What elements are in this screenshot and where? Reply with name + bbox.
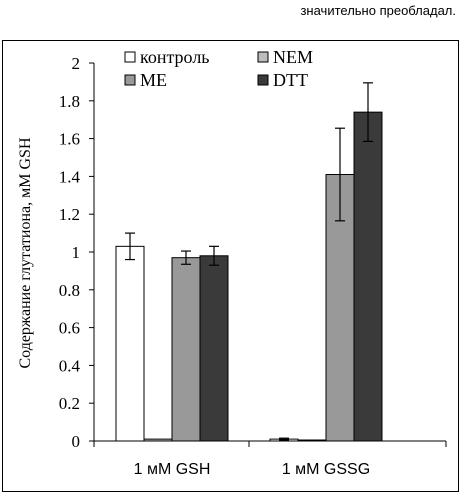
y-tick-label: 0.6 [59, 319, 80, 338]
y-tick-label: 0.2 [59, 394, 80, 413]
legend-swatch [124, 74, 136, 86]
x-tick-label: 1 мМ GSH [134, 461, 211, 478]
y-tick-label: 1 [72, 243, 81, 262]
bar [171, 257, 201, 442]
y-tick-label: 1.6 [59, 130, 80, 149]
legend-swatch [257, 74, 269, 86]
y-tick-label: 2 [72, 54, 81, 73]
bar [353, 111, 383, 442]
y-tick-label: 1.2 [59, 205, 80, 224]
legend-swatch [124, 51, 136, 63]
legend-label: DTT [273, 70, 308, 90]
x-tick-label: 1 мМ GSSG [282, 461, 370, 478]
y-tick-label: 0.4 [59, 356, 81, 375]
y-tick-label: 0 [72, 432, 81, 451]
bar [297, 439, 327, 442]
y-tick-label: 1.8 [59, 92, 80, 111]
y-tick-label: 1.4 [59, 167, 81, 186]
bar [115, 245, 145, 442]
chart-frame [2, 40, 459, 492]
bar [143, 438, 173, 442]
legend-label: контроль [140, 47, 210, 67]
legend-swatch [257, 51, 269, 63]
top-text: значительно преобладал. [300, 3, 456, 18]
bar [199, 255, 229, 442]
y-axis-label: Содержание глутатиона, мМ GSH [17, 137, 34, 368]
y-tick-label: 0.8 [59, 281, 80, 300]
legend-label: NEM [273, 47, 313, 67]
legend-label: ME [140, 70, 167, 90]
